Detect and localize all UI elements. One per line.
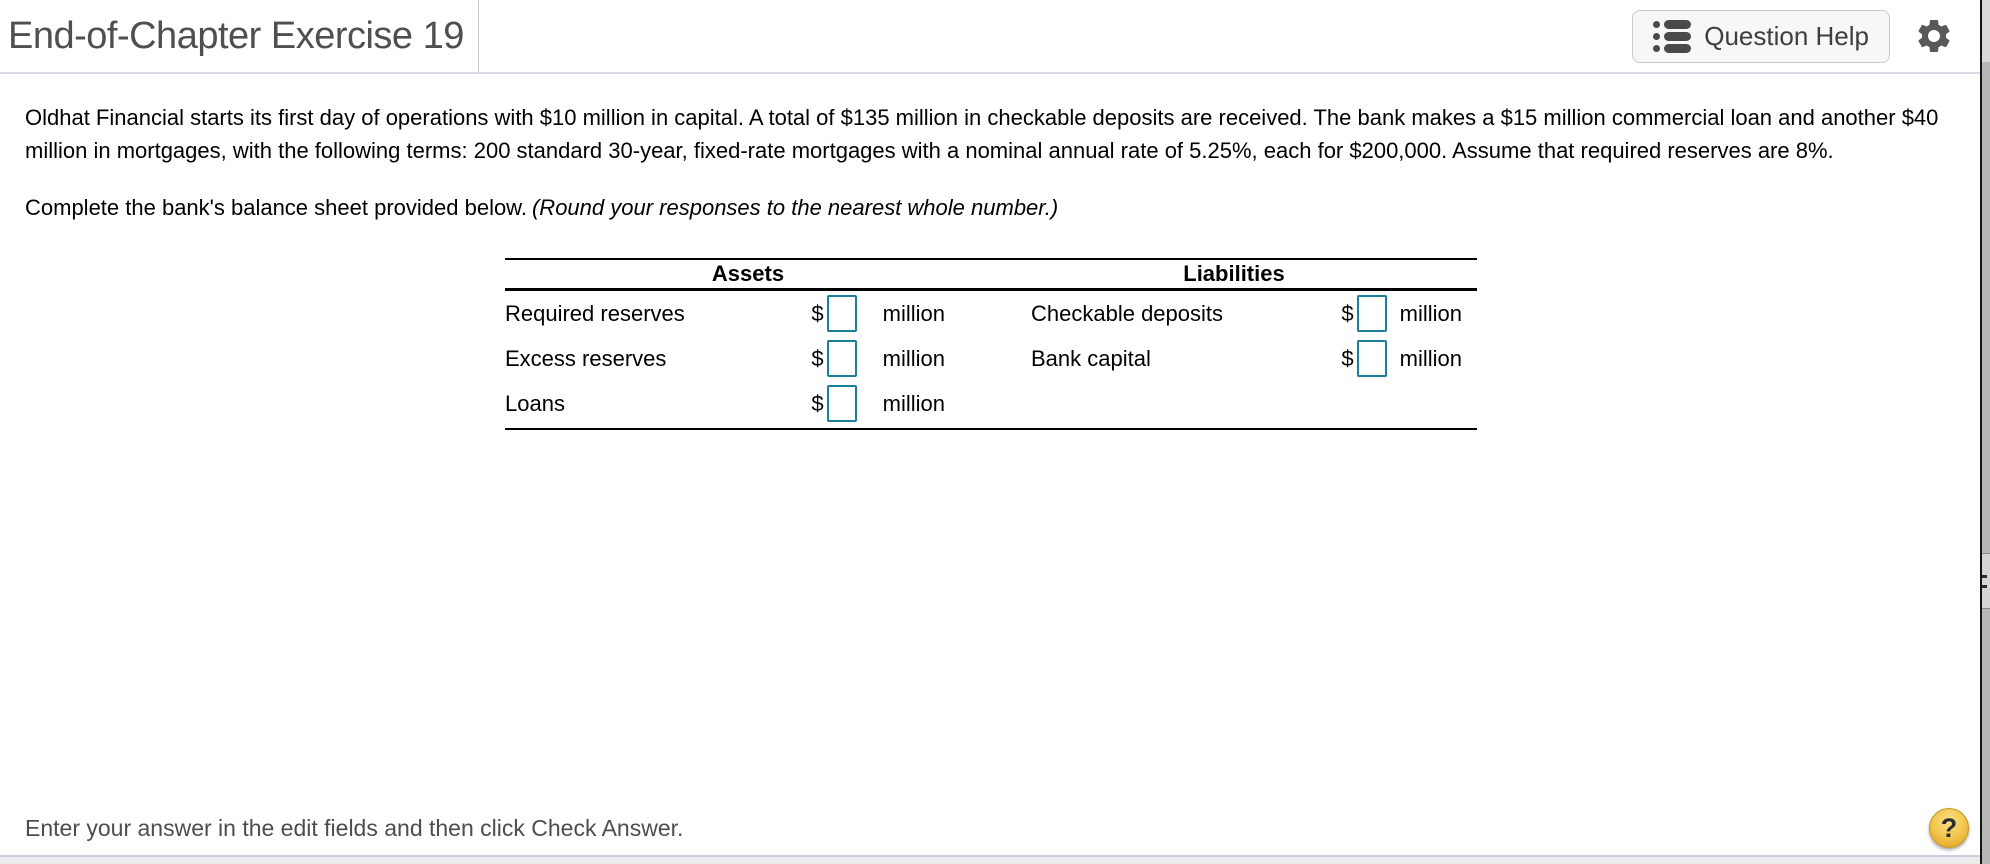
unit-label: million xyxy=(1399,300,1462,326)
topbar-actions: Question Help xyxy=(1632,0,1990,72)
question-content: Oldhat Financial starts its first day of… xyxy=(0,74,1990,801)
scrollbar[interactable] xyxy=(1980,0,1990,864)
bank-capital-input[interactable] xyxy=(1356,340,1387,377)
unit-label: million xyxy=(882,390,945,416)
help-button[interactable]: ? xyxy=(1929,808,1969,848)
instruction-text: Complete the bank's balance sheet provid… xyxy=(25,195,527,220)
footer-instruction: Enter your answer in the edit fields and… xyxy=(25,814,684,841)
row-label: Required reserves xyxy=(505,300,685,326)
assets-cell-excess-reserves: Excess reserves $ million xyxy=(505,340,991,377)
row-label: Bank capital xyxy=(1031,345,1151,371)
question-help-button[interactable]: Question Help xyxy=(1632,9,1890,63)
list-icon xyxy=(1653,19,1692,53)
scrollbar-grip xyxy=(1982,584,1987,588)
page-title: End-of-Chapter Exercise 19 xyxy=(8,14,464,57)
liabilities-cell-checkable-deposits: Checkable deposits $ million xyxy=(991,295,1477,332)
topbar: End-of-Chapter Exercise 19 Question Help xyxy=(0,0,1990,74)
loans-input[interactable] xyxy=(826,385,857,422)
title-wrap: End-of-Chapter Exercise 19 xyxy=(0,0,479,72)
liabilities-cell-bank-capital: Bank capital $ million xyxy=(991,340,1477,377)
balance-sheet-body: Required reserves $ million Checkable de… xyxy=(505,291,1477,430)
table-row: Excess reserves $ million Bank capital $… xyxy=(505,336,1477,381)
dollar-sign: $ xyxy=(811,345,824,371)
dollar-sign: $ xyxy=(1341,300,1354,326)
assets-header: Assets xyxy=(711,261,785,286)
instruction-line: Complete the bank's balance sheet provid… xyxy=(25,193,1945,223)
table-row: Required reserves $ million Checkable de… xyxy=(505,291,1477,336)
rounding-note: (Round your responses to the nearest who… xyxy=(531,195,1059,220)
bottom-strip xyxy=(0,855,1990,864)
row-label: Checkable deposits xyxy=(1031,300,1224,326)
unit-label: million xyxy=(882,345,945,371)
assets-cell-loans: Loans $ million xyxy=(505,385,991,422)
question-help-label: Question Help xyxy=(1704,20,1869,51)
table-row: Loans $ million xyxy=(505,381,1477,426)
excess-reserves-input[interactable] xyxy=(826,340,857,377)
unit-label: million xyxy=(882,300,945,326)
scrollbar-grip xyxy=(1982,574,1987,578)
footer: Enter your answer in the edit fields and… xyxy=(0,801,1990,855)
scrollbar-thumb[interactable] xyxy=(1982,553,1990,609)
assets-cell-required-reserves: Required reserves $ million xyxy=(505,295,991,332)
balance-sheet-table: Assets Liabilities Required reserves $ m… xyxy=(505,258,1477,430)
row-label: Loans xyxy=(505,390,565,416)
help-button-label: ? xyxy=(1940,813,1958,843)
gear-icon[interactable] xyxy=(1914,16,1954,56)
dollar-sign: $ xyxy=(811,300,824,326)
scrollbar-top-cap xyxy=(1982,0,1990,62)
unit-label: million xyxy=(1399,345,1462,371)
liabilities-header: Liabilities xyxy=(1183,261,1285,286)
row-label: Excess reserves xyxy=(505,345,667,371)
problem-statement: Oldhat Financial starts its first day of… xyxy=(25,105,1939,163)
dollar-sign: $ xyxy=(811,390,824,416)
required-reserves-input[interactable] xyxy=(826,295,857,332)
dollar-sign: $ xyxy=(1341,345,1354,371)
checkable-deposits-input[interactable] xyxy=(1356,295,1387,332)
balance-sheet-header-row: Assets Liabilities xyxy=(505,258,1477,291)
